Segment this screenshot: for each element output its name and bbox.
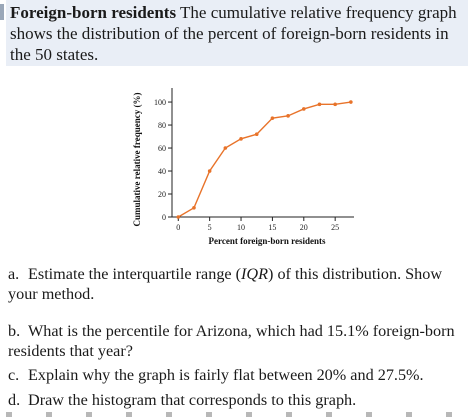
data-point xyxy=(286,114,290,118)
question-b: b. What is the percentile for Arizona, wh… xyxy=(8,321,470,361)
question-c: c. Explain why the graph is fairly flat b… xyxy=(8,365,470,385)
x-tick-label: 0 xyxy=(176,223,180,232)
x-tick-label: 5 xyxy=(208,223,212,232)
y-tick-label: 20 xyxy=(158,190,166,199)
data-point xyxy=(254,132,259,137)
question-text: Explain why the graph is fairly flat bet… xyxy=(28,366,424,384)
question-text: Draw the histogram that corresponds to t… xyxy=(28,391,357,409)
x-axis-title: Percent foreign-born residents xyxy=(209,236,326,246)
question-letter: a. xyxy=(8,265,20,283)
problem-lead: Foreign-born residents xyxy=(10,3,177,22)
question-letter: d. xyxy=(8,391,21,409)
y-axis-title: Cumulative relative frequency (%) xyxy=(132,93,142,227)
y-tick-label: 80 xyxy=(158,121,166,130)
data-point xyxy=(349,100,353,104)
data-point xyxy=(223,146,228,150)
left-edge-mark xyxy=(0,4,4,20)
data-point xyxy=(301,107,306,111)
x-tick-label: 15 xyxy=(268,223,276,232)
data-point xyxy=(207,169,212,173)
x-tick-label: 25 xyxy=(331,223,339,232)
x-tick-label: 20 xyxy=(300,223,308,232)
question-letter: c. xyxy=(8,366,20,384)
data-point xyxy=(239,137,243,141)
series-line xyxy=(177,101,351,218)
y-tick-label: 40 xyxy=(158,167,166,176)
question-letter: b. xyxy=(8,322,21,340)
y-tick-label: 100 xyxy=(154,98,166,107)
question-d: d. Draw the histogram that corresponds to… xyxy=(8,390,470,410)
cutoff-text-edge xyxy=(6,412,466,417)
question-text: What is the percentile for Arizona, whic… xyxy=(8,322,455,360)
problem-text: The cumulative relative frequency graph … xyxy=(10,3,457,64)
question-emphasis: IQR xyxy=(241,265,269,283)
x-tick-label: 10 xyxy=(237,223,245,232)
y-tick-label: 60 xyxy=(158,144,166,153)
data-point xyxy=(176,215,181,219)
data-point xyxy=(192,206,196,210)
data-point xyxy=(317,102,322,107)
data-point xyxy=(270,116,275,120)
data-point xyxy=(333,102,337,107)
problem-intro: Foreign-born residents The cumulative re… xyxy=(6,0,468,66)
question-text-before: Estimate the interquartile range ( xyxy=(28,265,242,283)
question-text-after: ) of this distribution. Show your method… xyxy=(8,265,443,303)
y-tick-label: 0 xyxy=(162,213,166,222)
question-a: a. Estimate the interquartile range (IQR)… xyxy=(8,264,470,304)
cumulative-frequency-chart: 0 5 10 15 20 25 0 20 40 60 80 100 Percent foreign-bo… xyxy=(132,88,354,246)
